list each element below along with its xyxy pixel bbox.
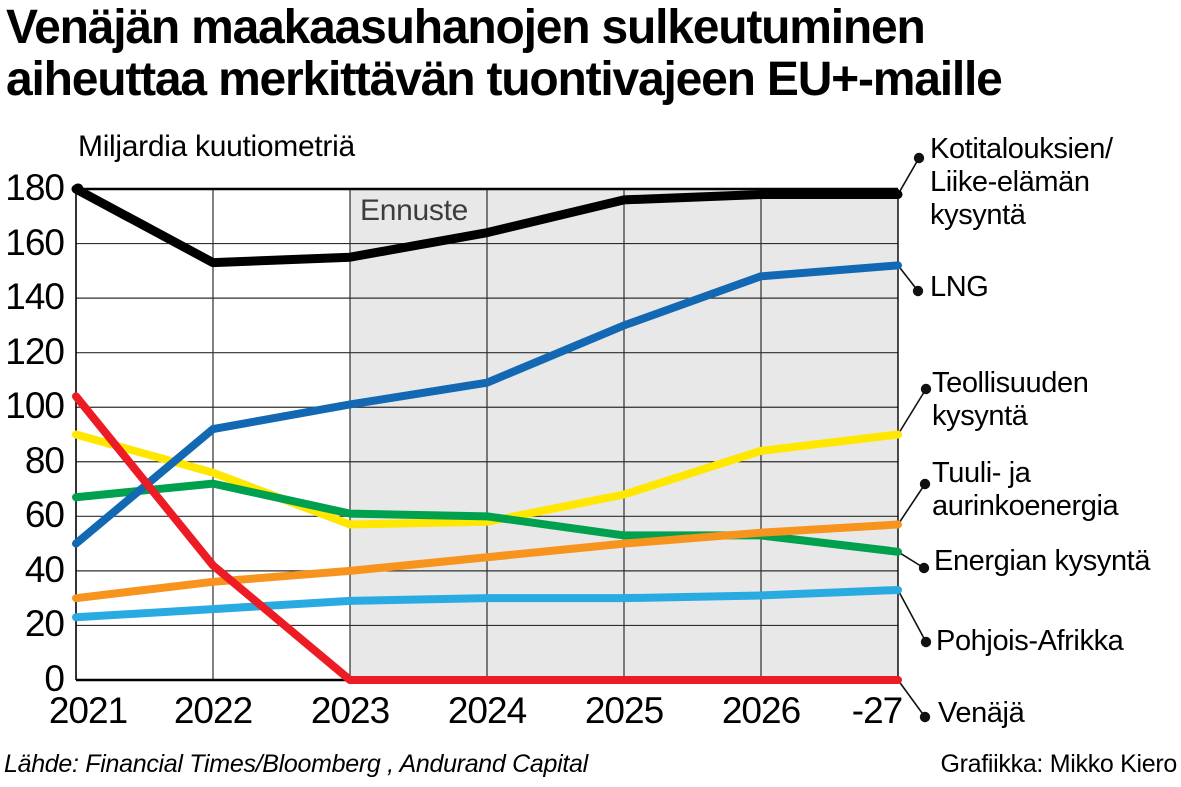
- y-tick-label-20: 20: [24, 603, 65, 645]
- series-line-lng: [72, 261, 902, 548]
- leader-line-households: [897, 157, 920, 195]
- leader-line-north-africa: [897, 589, 927, 643]
- series-line-russia: [72, 392, 902, 684]
- series-line-wind-solar: [72, 520, 902, 603]
- leader-dot-energy-demand: [918, 562, 930, 574]
- series-line-households: [71, 184, 903, 268]
- y-tick-label-0: 0: [44, 658, 65, 699]
- x-tick-label-2024: 2024: [447, 690, 527, 731]
- leader-dot-wind-solar: [919, 478, 931, 490]
- leader-line-lng: [897, 264, 919, 292]
- legend-label-north-africa: Pohjois-Afrikka: [936, 625, 1124, 657]
- y-tick-label-180: 180: [5, 167, 65, 208]
- chart-title: Venäjän maakaasuhanojen sulkeutuminen ai…: [6, 1, 1003, 106]
- x-tick-label-2022: 2022: [173, 690, 253, 731]
- y-tick-label-80: 80: [24, 439, 65, 481]
- x-tick-label-2025: 2025: [584, 690, 664, 731]
- legend-label-industry: Teollisuuden kysyntä: [932, 367, 1089, 432]
- legend-label-wind-solar: Tuuli- ja aurinkoenergia: [932, 457, 1119, 522]
- x-tick-label-2026: 2026: [721, 690, 801, 731]
- series-line-industry: [72, 430, 902, 529]
- x-tick-label-2023: 2023: [310, 690, 390, 731]
- legend-label-lng: LNG: [930, 271, 989, 303]
- legend-label-russia: Venäjä: [938, 697, 1025, 729]
- leader-dot-russia: [919, 711, 931, 723]
- legend-label-energy-demand: Energian kysyntä: [934, 545, 1151, 577]
- series-start-dot-households: [72, 183, 84, 195]
- leader-line-wind-solar: [897, 483, 926, 525]
- y-tick-label-160: 160: [5, 221, 65, 263]
- y-tick-label-40: 40: [24, 548, 65, 590]
- legend-label-households: Kotitalouksien/ Liike-elämän kysyntä: [930, 133, 1113, 231]
- leader-line-industry: [897, 388, 927, 435]
- y-tick-label-60: 60: [24, 494, 65, 536]
- y-axis-unit-label: Miljardia kuutiometriä: [78, 130, 355, 163]
- y-tick-label-120: 120: [5, 330, 65, 372]
- chart-title-line2: aiheuttaa merkittävän tuontivajeen EU+-m…: [6, 53, 1003, 106]
- chart-title-line1: Venäjän maakaasuhanojen sulkeutuminen: [6, 1, 926, 54]
- leader-dot-industry: [920, 383, 932, 395]
- leader-line-russia: [897, 679, 926, 718]
- leader-dot-households: [913, 152, 925, 164]
- y-tick-label-100: 100: [5, 385, 65, 427]
- y-tick-label-140: 140: [5, 276, 65, 318]
- leader-dot-lng: [912, 285, 924, 297]
- source-credit: Lähde: Financial Times/Bloomberg , Andur…: [4, 750, 588, 778]
- x-tick-label-2021: 2021: [48, 690, 128, 731]
- graphics-credit: Grafiikka: Mikko Kiero: [940, 750, 1177, 778]
- series-line-north-africa: [72, 585, 902, 622]
- forecast-label: Ennuste: [360, 194, 468, 227]
- x-tick-label-27: -27: [851, 690, 903, 731]
- leader-dot-north-africa: [920, 636, 932, 648]
